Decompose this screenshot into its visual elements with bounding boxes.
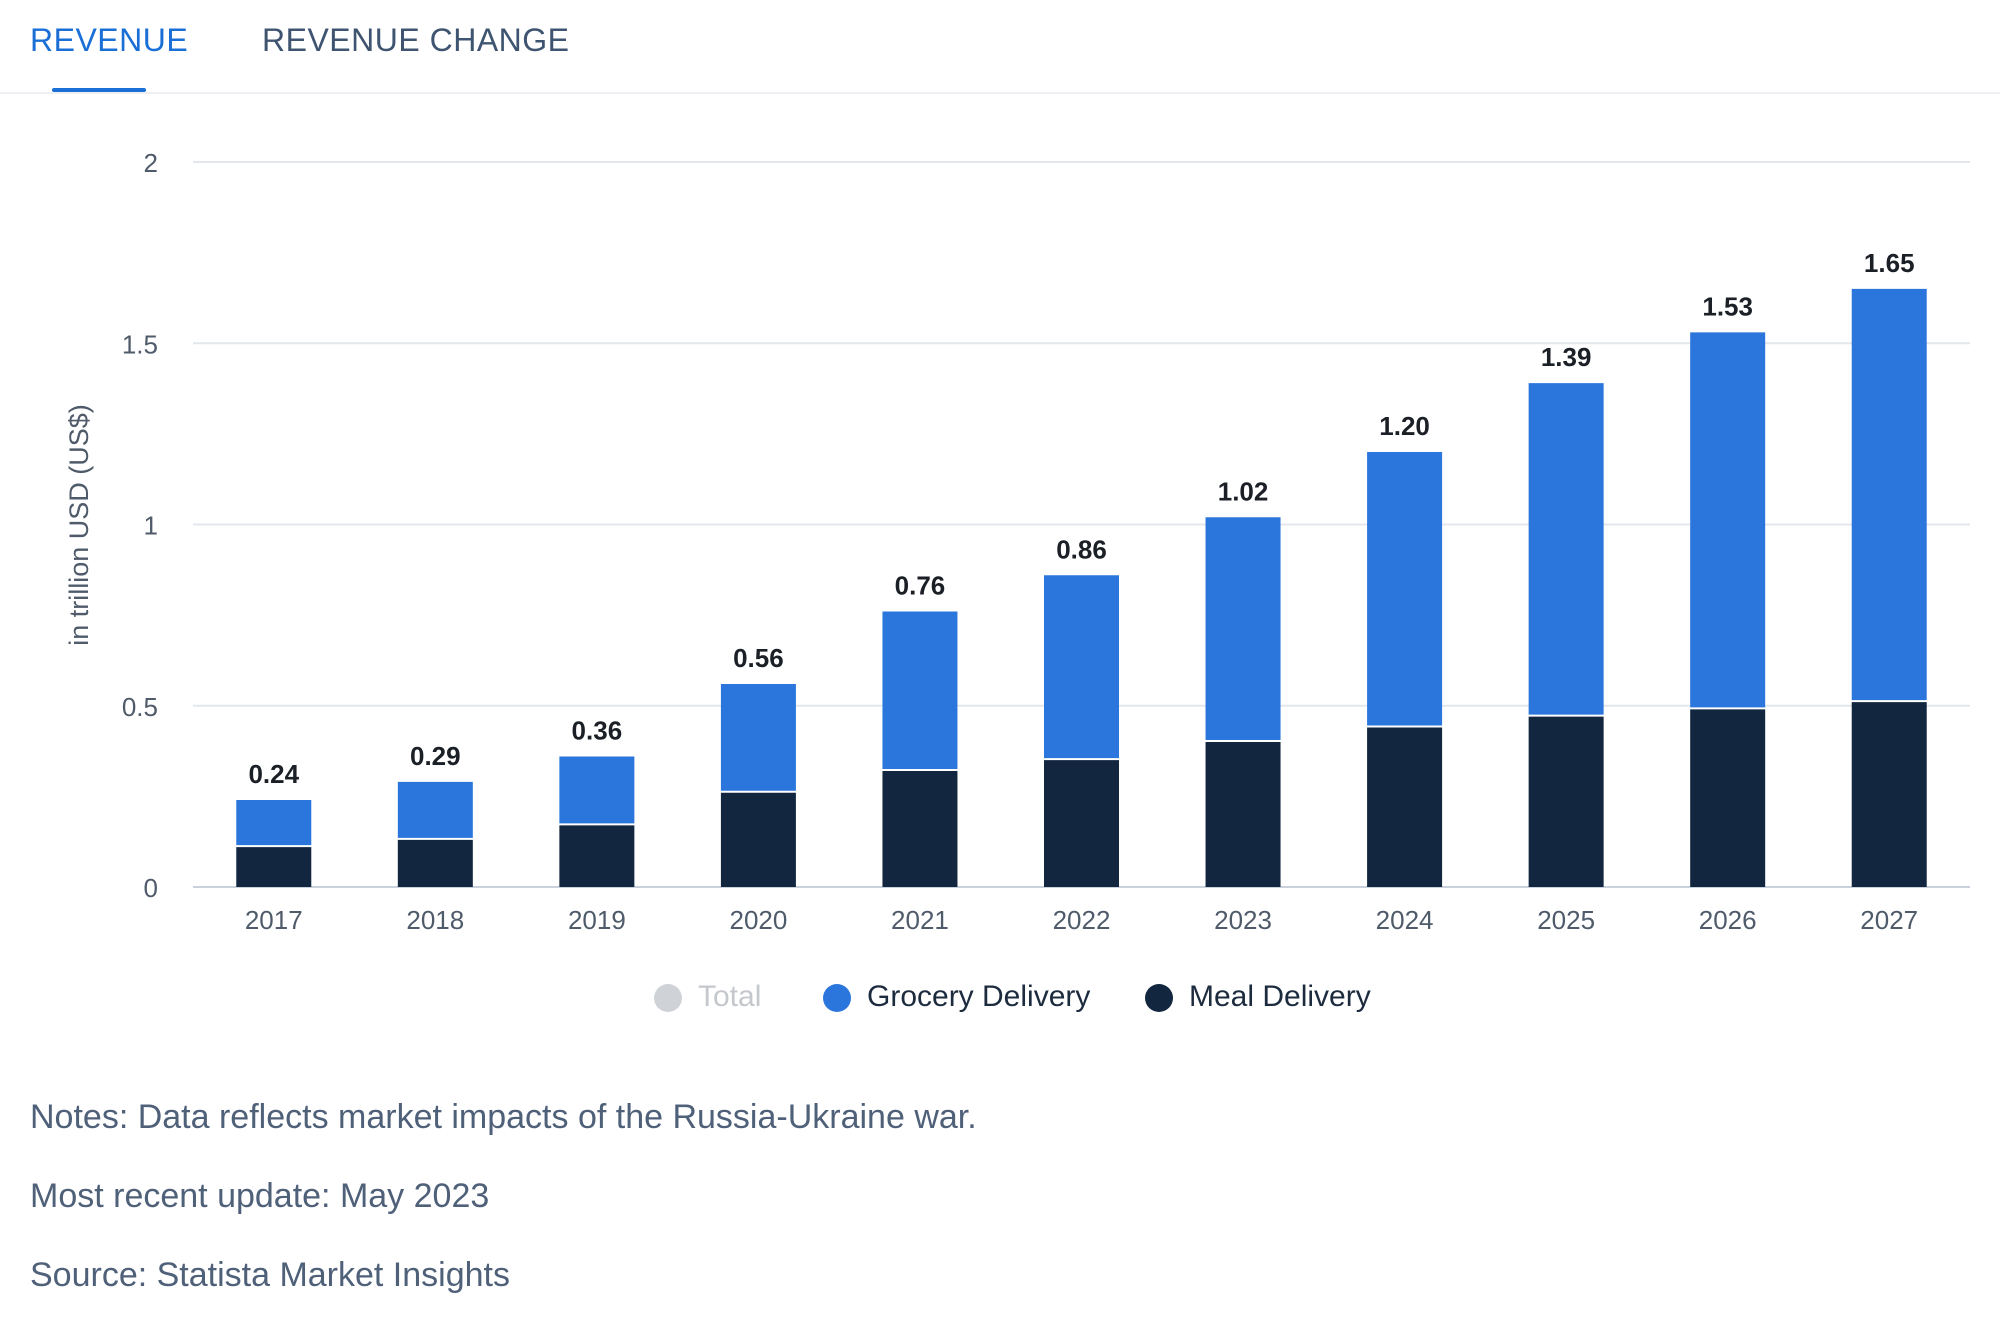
- bar-meal-delivery-2018[interactable]: [397, 839, 473, 887]
- bar-grocery-delivery-2020[interactable]: [720, 684, 796, 791]
- bar-total-label: 1.02: [1218, 476, 1269, 506]
- x-tick-label: 2022: [1053, 905, 1111, 930]
- tab-bar: REVENUE REVENUE CHANGE: [0, 0, 2000, 94]
- chart-legend: Total Grocery Delivery Meal Delivery: [0, 976, 2000, 1020]
- bar-total-label: 0.56: [733, 643, 784, 673]
- legend-dot-meal-delivery: [1145, 984, 1173, 1012]
- bar-meal-delivery-2024[interactable]: [1367, 727, 1443, 888]
- bar-total-labels: 0.24 0.29 0.36 0.56 0.76 0.86 1.02 1.20 1.39 1.53…: [248, 248, 1914, 789]
- x-tick-label: 2023: [1214, 905, 1272, 930]
- x-tick-label: 2026: [1699, 905, 1757, 930]
- legend-label-meal-delivery: Meal Delivery: [1189, 980, 1371, 1013]
- bar-grocery-delivery-2026[interactable]: [1690, 332, 1766, 708]
- legend-label-grocery-delivery: Grocery Delivery: [867, 980, 1091, 1013]
- bar-meal-delivery-2017[interactable]: [236, 847, 312, 887]
- bar-grocery-delivery-2025[interactable]: [1528, 383, 1604, 715]
- bar-total-label: 0.29: [410, 741, 461, 771]
- bar-grocery-delivery-2024[interactable]: [1367, 452, 1443, 726]
- legend-label-total: Total: [698, 980, 762, 1013]
- x-axis-ticks: 2017 2018 2019 2020 2021 2022 2023 2024 2025 2026…: [245, 905, 1918, 930]
- bar-total-label: 1.53: [1702, 291, 1753, 321]
- bar-total-label: 0.36: [572, 716, 623, 746]
- bar-total-label: 0.76: [895, 571, 946, 601]
- bar-grocery-delivery-2017[interactable]: [236, 800, 312, 846]
- data-source: Source: Statista Market Insights: [30, 1256, 510, 1294]
- bar-meal-delivery-2026[interactable]: [1690, 709, 1766, 887]
- x-tick-label: 2019: [568, 905, 626, 930]
- x-tick-label: 2018: [406, 905, 464, 930]
- bar-grocery-delivery-2027[interactable]: [1851, 288, 1927, 701]
- update-date: Most recent update: May 2023: [30, 1177, 490, 1215]
- chart-notes: Notes: Data reflects market impacts of t…: [30, 1098, 977, 1136]
- bar-total-label: 0.24: [248, 759, 299, 789]
- y-tick-label: 1: [144, 511, 158, 541]
- bar-total-label: 1.39: [1541, 342, 1592, 372]
- x-tick-label: 2021: [891, 905, 949, 930]
- x-tick-label: 2020: [729, 905, 787, 930]
- active-tab-indicator: [52, 88, 146, 92]
- bar-meal-delivery-2023[interactable]: [1205, 742, 1281, 887]
- tab-revenue[interactable]: REVENUE: [30, 22, 189, 58]
- bar-grocery-delivery-2019[interactable]: [559, 756, 635, 824]
- bar-meal-delivery-2022[interactable]: [1044, 760, 1119, 887]
- bar-grocery-delivery-2023[interactable]: [1205, 517, 1281, 740]
- y-tick-label: 2: [144, 148, 158, 178]
- bar-total-label: 1.20: [1379, 411, 1430, 441]
- y-axis-ticks: 0 0.5 1 1.5 2: [122, 148, 158, 903]
- y-tick-label: 1.5: [122, 329, 158, 359]
- bar-grocery-delivery-2021[interactable]: [882, 611, 958, 770]
- bar-meal-delivery-2021[interactable]: [882, 771, 958, 887]
- x-tick-label: 2025: [1537, 905, 1595, 930]
- y-tick-label: 0: [144, 873, 158, 903]
- x-tick-label: 2027: [1860, 905, 1918, 930]
- legend-dot-grocery-delivery: [823, 984, 851, 1012]
- bar-grocery-delivery-2018[interactable]: [397, 781, 473, 838]
- y-axis-label: in trillion USD (US$): [64, 404, 94, 646]
- bar-meal-delivery-2020[interactable]: [720, 792, 796, 887]
- bar-meal-delivery-2019[interactable]: [559, 825, 635, 887]
- bar-meal-delivery-2027[interactable]: [1851, 702, 1927, 887]
- x-tick-label: 2017: [245, 905, 303, 930]
- bar-total-label: 0.86: [1056, 534, 1107, 564]
- grid-lines: [193, 161, 1970, 888]
- tab-revenue-change[interactable]: REVENUE CHANGE: [262, 22, 570, 58]
- revenue-chart: 0 0.5 1 1.5 2 in trillion USD (US$) 2017 2018…: [64, 148, 1970, 930]
- bar-meal-delivery-2025[interactable]: [1528, 716, 1604, 887]
- x-tick-label: 2024: [1376, 905, 1434, 930]
- legend-dot-total: [654, 984, 682, 1012]
- bar-grocery-delivery-2022[interactable]: [1044, 575, 1119, 759]
- bars: [236, 288, 1927, 888]
- y-tick-label: 0.5: [122, 692, 158, 722]
- bar-total-label: 1.65: [1864, 248, 1915, 278]
